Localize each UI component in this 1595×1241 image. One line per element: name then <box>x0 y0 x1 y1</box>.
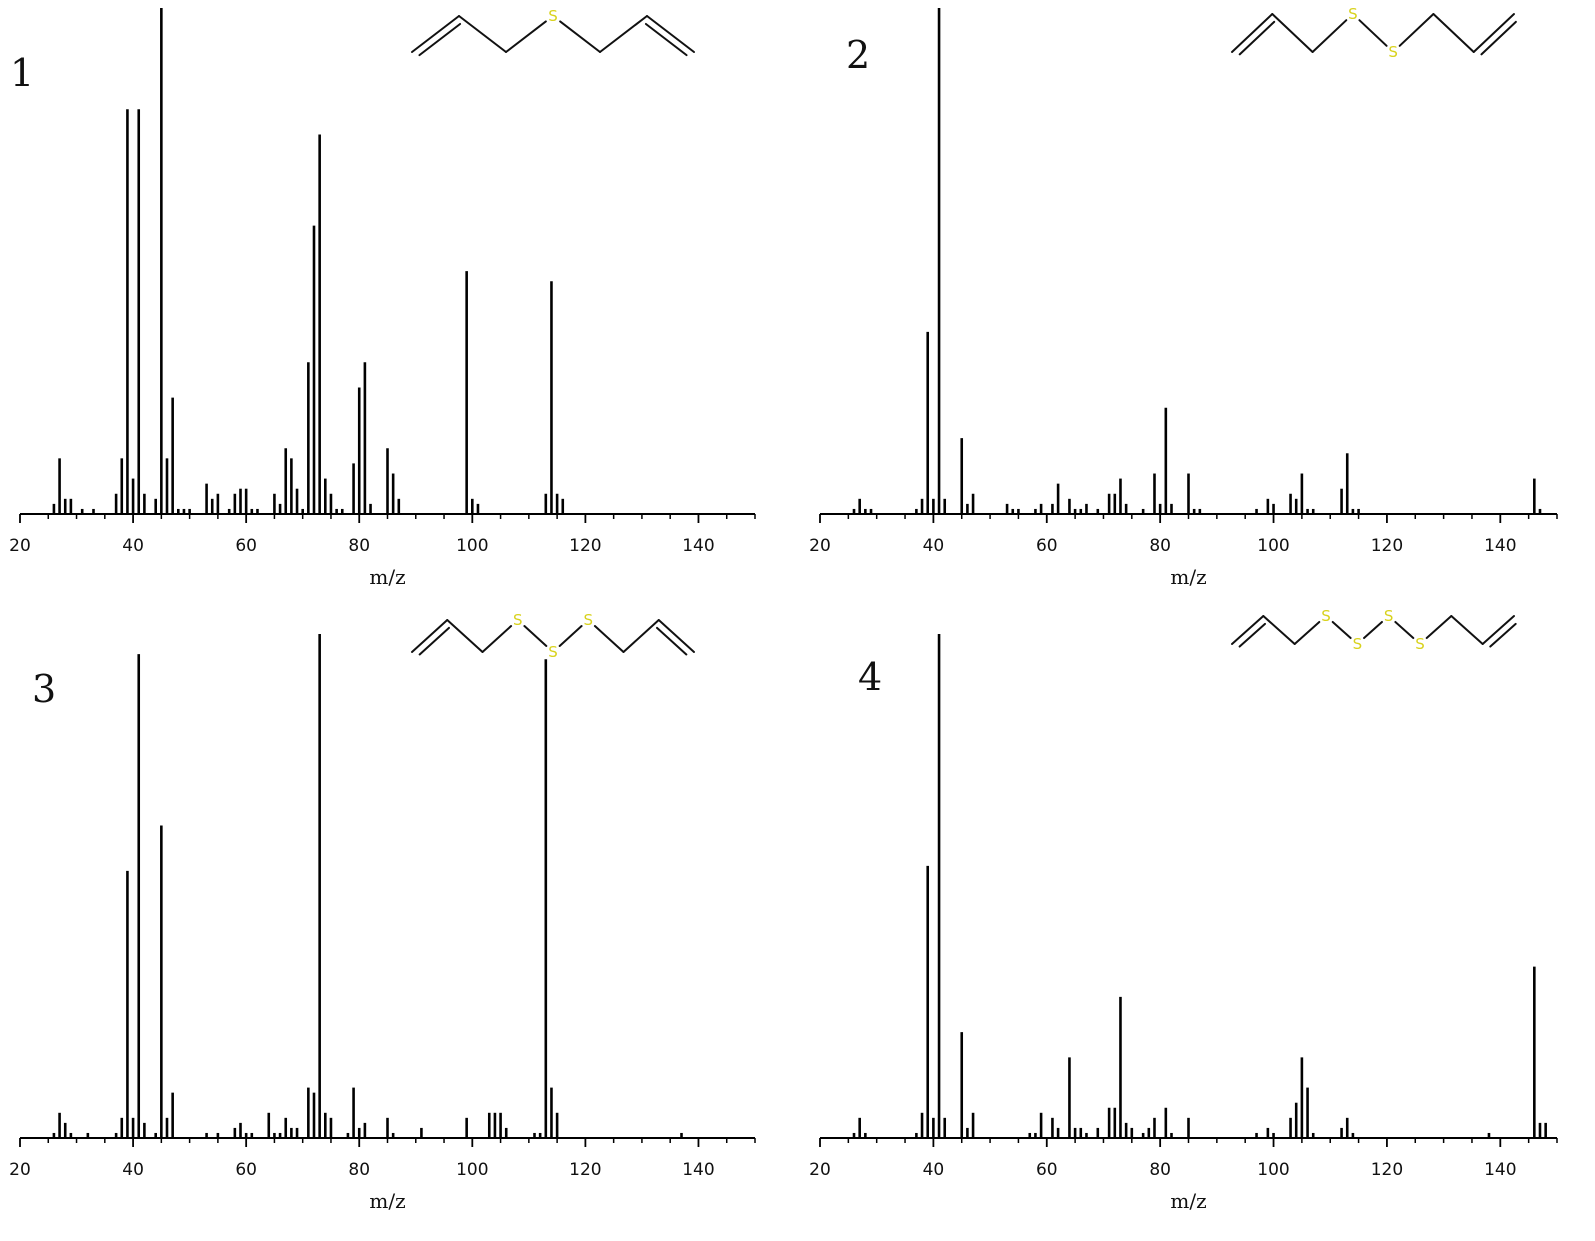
x-tick-label: 140 <box>682 536 714 556</box>
x-tick-label: 100 <box>456 536 488 556</box>
bond-line <box>446 619 484 653</box>
x-tick-label: 40 <box>122 536 144 556</box>
panel-label: 4 <box>858 655 882 699</box>
double-bond-line <box>1480 20 1517 56</box>
molecule-structure: SS <box>1231 5 1517 61</box>
molecule-structure: S S S <box>411 611 695 661</box>
x-tick-label: 40 <box>923 536 945 556</box>
x-tick-label: 40 <box>122 1160 144 1180</box>
sulfur-atom: S <box>513 611 523 629</box>
bond-line <box>1293 620 1321 645</box>
spectrum-panel-3: 20 40 60 80 100 120 140 m/z 3 S S S <box>9 611 756 1213</box>
x-tick-label: 20 <box>809 1160 831 1180</box>
double-bond-line <box>1238 20 1276 56</box>
bond-line <box>1394 620 1415 640</box>
x-tick-label: 60 <box>1036 536 1058 556</box>
sulfur-atom: S <box>548 643 558 661</box>
bond-line <box>657 619 695 653</box>
bond-line <box>411 15 460 53</box>
x-tick-label: 120 <box>1371 1160 1403 1180</box>
bond-line <box>411 619 449 653</box>
x-axis-title: m/z <box>369 565 405 589</box>
x-tick-label: 140 <box>682 1160 714 1180</box>
x-tick-label: 60 <box>235 536 257 556</box>
bond-line <box>1358 19 1388 47</box>
double-bond-line <box>418 626 450 656</box>
bond-line <box>599 15 648 53</box>
bond-line <box>1432 13 1475 53</box>
bond-line <box>646 15 695 53</box>
x-axis-title: m/z <box>369 1189 405 1213</box>
x-tick-label: 80 <box>1149 536 1171 556</box>
spectrum-panel-1: 20 40 60 80 100 120 140 m/z 1 S <box>9 7 756 589</box>
molecule-structure: S S S S <box>1231 607 1517 653</box>
sulfur-atom: S <box>1348 5 1358 23</box>
bond-line <box>593 625 625 653</box>
sulfur-atom: S <box>1415 635 1425 653</box>
double-bond-line <box>1489 622 1517 648</box>
sulfur-atom: S <box>548 7 558 25</box>
x-tick-label: 140 <box>1484 536 1516 556</box>
bond-line <box>1231 615 1265 645</box>
x-tick-label: 80 <box>348 1160 370 1180</box>
sulfur-atom: S <box>1384 607 1394 625</box>
bond-line <box>1271 13 1314 53</box>
x-axis-title: m/z <box>1170 565 1206 589</box>
bond-line <box>1363 620 1383 640</box>
bond-line <box>1481 615 1515 645</box>
bond-line <box>1472 13 1515 53</box>
x-tick-label: 100 <box>1257 1160 1289 1180</box>
x-tick-label: 20 <box>9 536 31 556</box>
x-tick-label: 120 <box>569 536 601 556</box>
x-tick-label: 100 <box>456 1160 488 1180</box>
molecule-structure: S <box>411 7 695 57</box>
double-bond-line <box>644 22 688 57</box>
bond-line <box>558 625 583 647</box>
x-tick-label: 20 <box>809 536 831 556</box>
panel-label: 1 <box>10 51 34 95</box>
x-tick-label: 100 <box>1257 536 1289 556</box>
x-tick-label: 140 <box>1484 1160 1516 1180</box>
sulfur-atom: S <box>583 611 593 629</box>
bond-line <box>523 625 548 647</box>
bond-line <box>1262 615 1296 645</box>
x-tick-label: 120 <box>569 1160 601 1180</box>
x-axis-title: m/z <box>1170 1189 1206 1213</box>
bond-line <box>1450 615 1484 645</box>
panel-label: 2 <box>846 33 870 77</box>
bond-line <box>622 619 660 653</box>
x-tick-label: 60 <box>235 1160 257 1180</box>
double-bond-line <box>656 626 688 656</box>
bond-line <box>481 625 513 653</box>
sulfur-atom: S <box>1388 43 1398 61</box>
spectrum-panel-4: 20 40 60 80 100 120 140 m/z 4 S S S S <box>809 607 1558 1213</box>
bond-line <box>1331 620 1352 640</box>
double-bond-line <box>418 22 462 57</box>
bond-line <box>1311 19 1348 53</box>
bond-line <box>458 15 507 53</box>
x-tick-label: 20 <box>9 1160 31 1180</box>
x-tick-label: 80 <box>1149 1160 1171 1180</box>
bond-line <box>1425 615 1453 640</box>
bond-line <box>505 20 547 53</box>
x-tick-label: 60 <box>1036 1160 1058 1180</box>
sulfur-atom: S <box>1321 607 1331 625</box>
bond-line <box>559 20 601 53</box>
panel-label: 3 <box>32 667 56 711</box>
sulfur-atom: S <box>1353 635 1363 653</box>
x-tick-label: 40 <box>923 1160 945 1180</box>
bond-line <box>1398 13 1435 47</box>
double-bond-line <box>1238 622 1267 648</box>
bond-line <box>1231 13 1274 53</box>
x-tick-label: 80 <box>348 536 370 556</box>
x-tick-label: 120 <box>1371 536 1403 556</box>
